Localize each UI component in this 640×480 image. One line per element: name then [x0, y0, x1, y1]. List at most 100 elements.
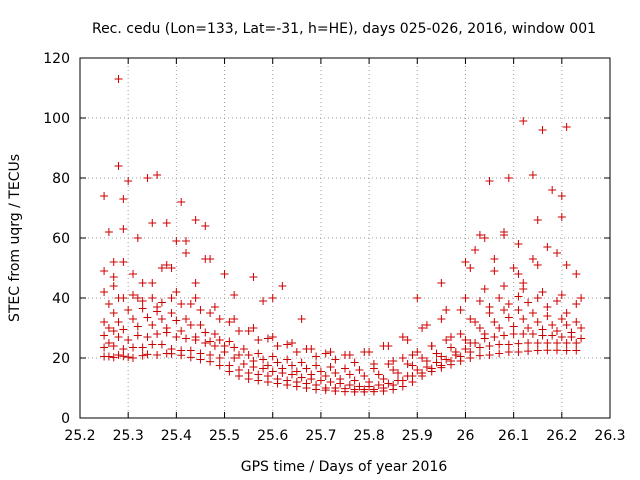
data-point: [172, 288, 181, 296]
data-point: [562, 346, 571, 355]
data-point: [225, 361, 234, 370]
data-point: [316, 376, 325, 385]
axis-ticks: [79, 57, 611, 419]
data-point: [109, 342, 118, 350]
data-point: [572, 300, 581, 308]
data-point: [297, 373, 306, 382]
data-point: [326, 378, 335, 386]
data-point: [129, 270, 137, 278]
data-point: [119, 352, 128, 361]
data-point: [442, 306, 451, 314]
data-point: [389, 381, 398, 389]
data-point: [259, 297, 268, 305]
y-tick-label: 120: [43, 51, 70, 67]
data-point: [331, 369, 340, 377]
data-point: [288, 370, 296, 379]
data-point: [124, 177, 133, 185]
data-point: [167, 345, 176, 353]
data-point: [365, 378, 374, 386]
data-point: [259, 364, 268, 373]
data-point: [567, 328, 576, 337]
data-point: [114, 162, 123, 170]
data-point: [379, 375, 388, 383]
data-point: [230, 315, 239, 323]
data-point: [384, 379, 393, 388]
data-point: [143, 350, 152, 359]
data-point: [157, 298, 166, 307]
data-point: [210, 330, 219, 338]
data-point: [133, 234, 142, 242]
data-point: [548, 186, 557, 194]
data-point: [191, 294, 200, 302]
data-point: [114, 75, 123, 83]
data-point: [302, 379, 311, 388]
data-point: [239, 360, 248, 368]
data-point: [480, 330, 489, 338]
data-point: [447, 357, 455, 365]
data-point: [466, 339, 475, 347]
data-point: [235, 366, 243, 374]
data-point: [206, 351, 215, 359]
data-point: [495, 294, 504, 302]
data-point: [408, 361, 417, 370]
data-point: [543, 312, 552, 320]
data-point: [239, 345, 248, 353]
data-point: [196, 349, 205, 358]
data-point: [109, 273, 118, 281]
x-tick-label: 25.3: [113, 428, 144, 444]
data-point: [133, 322, 142, 331]
data-point: [461, 345, 470, 353]
data-point: [341, 364, 349, 373]
data-point: [543, 346, 552, 355]
data-point: [394, 376, 402, 385]
data-point: [268, 352, 277, 361]
data-point: [350, 385, 359, 394]
data-point: [220, 270, 229, 278]
data-point: [500, 228, 508, 236]
data-point: [143, 313, 152, 322]
data-point: [186, 300, 195, 308]
data-point: [288, 361, 296, 370]
data-point: [514, 292, 523, 301]
data-point: [447, 333, 455, 341]
data-point: [524, 298, 533, 307]
chart-title: Rec. cedu (Lon=133, Lat=-31, h=HE), days…: [92, 21, 596, 37]
data-point: [100, 331, 109, 340]
data-point: [268, 294, 277, 302]
data-point: [129, 291, 137, 299]
data-point: [519, 279, 528, 287]
data-point: [104, 352, 113, 361]
data-point: [312, 381, 321, 389]
data-point: [124, 306, 133, 314]
data-point: [471, 246, 480, 254]
data-point: [466, 315, 475, 323]
grid-lines: [80, 58, 610, 418]
data-point: [143, 333, 152, 341]
data-point: [177, 346, 186, 355]
x-tick-label: 26.3: [594, 428, 625, 444]
data-point: [114, 294, 123, 302]
data-point: [268, 367, 277, 376]
y-tick-label: 0: [61, 411, 70, 427]
data-point: [524, 324, 533, 332]
data-point: [514, 240, 523, 248]
data-point: [548, 321, 557, 329]
data-point: [350, 376, 359, 385]
data-point: [422, 321, 431, 329]
y-tick-labels: 0 20 40 60 80 100 120: [43, 51, 70, 427]
data-point: [437, 352, 446, 361]
data-point: [230, 291, 239, 299]
data-point: [369, 385, 378, 394]
x-tick-labels: 25.2 25.3 25.4 25.5 25.6 25.7 25.8 25.9 26 26.1 26…: [64, 428, 625, 444]
data-point: [480, 285, 489, 293]
data-point: [374, 381, 383, 389]
data-point: [418, 324, 427, 332]
data-point: [528, 309, 537, 317]
data-point: [553, 339, 561, 347]
data-point: [138, 279, 147, 287]
data-point: [133, 331, 142, 340]
data-point: [514, 348, 523, 356]
data-point: [273, 342, 282, 350]
data-point: [138, 297, 147, 305]
